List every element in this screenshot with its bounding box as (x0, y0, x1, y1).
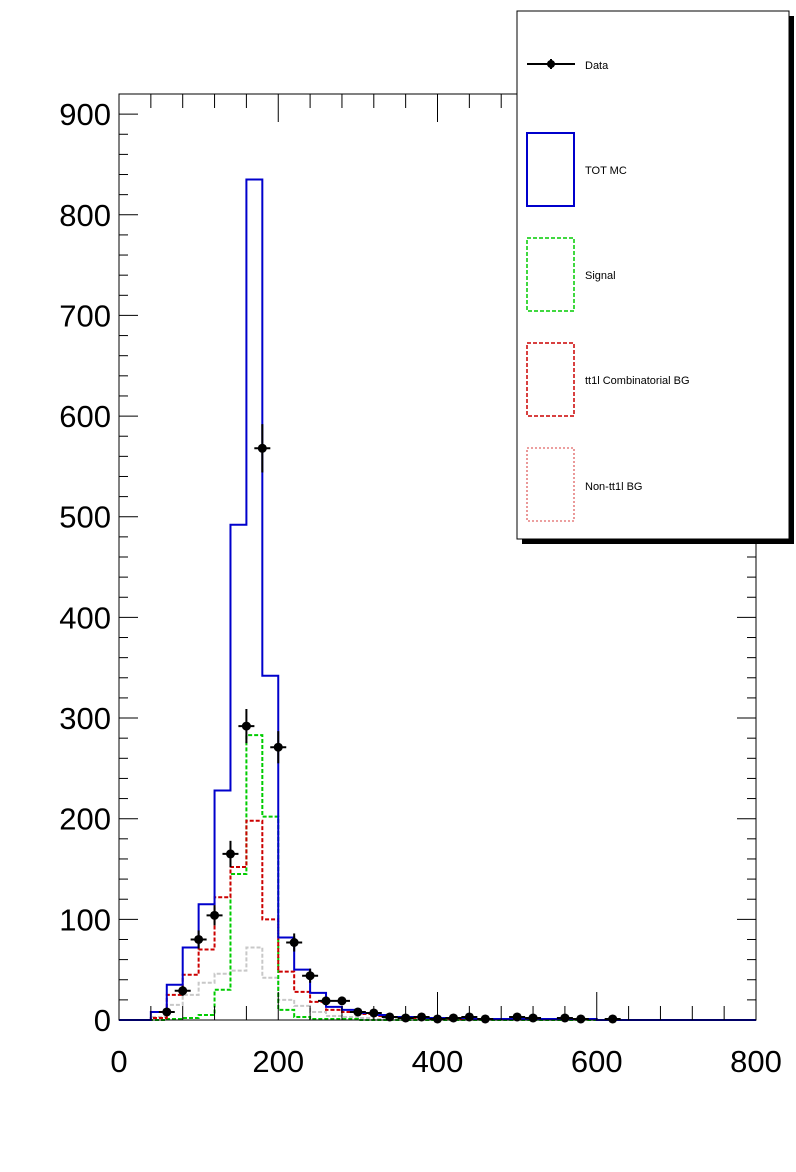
data-point (381, 1012, 398, 1022)
y-tick-label: 600 (59, 399, 111, 434)
legend-label-non-tt1l: Non-tt1l BG (585, 481, 642, 493)
data-marker (337, 996, 347, 1006)
legend-data-marker (547, 60, 555, 68)
data-marker (273, 742, 283, 752)
data-marker (576, 1014, 586, 1024)
data-marker (512, 1012, 522, 1022)
data-point (318, 996, 335, 1006)
data-marker (257, 443, 267, 453)
data-marker (178, 986, 188, 996)
y-tick-label: 0 (94, 1003, 111, 1038)
legend-box (516, 10, 790, 540)
data-marker (448, 1013, 458, 1023)
data-point (238, 708, 255, 744)
x-tick-label: 600 (571, 1044, 623, 1079)
x-tick-label: 800 (730, 1044, 782, 1079)
data-marker (608, 1014, 618, 1024)
x-tick-label: 400 (412, 1044, 464, 1079)
data-marker (417, 1012, 427, 1022)
data-marker (305, 971, 315, 981)
data-marker (194, 934, 204, 944)
data-point (302, 968, 319, 983)
data-marker (225, 849, 235, 859)
data-marker (210, 910, 220, 920)
data-points-group (158, 424, 621, 1024)
data-marker (353, 1007, 363, 1017)
legend-swatch-tot-mc (526, 132, 575, 207)
legend-label-data: Data (585, 60, 609, 72)
data-marker (321, 996, 331, 1006)
data-marker (162, 1007, 172, 1017)
y-tick-label: 500 (59, 500, 111, 535)
y-tick-label: 800 (59, 198, 111, 233)
data-marker (289, 937, 299, 947)
legend-label-combinatorial: tt1l Combinatorial BG (585, 375, 690, 387)
data-point (174, 985, 191, 996)
data-point (222, 840, 239, 868)
legend-label-tot-mc: TOT MC (585, 165, 627, 177)
data-point (190, 930, 207, 949)
y-tick-label: 300 (59, 701, 111, 736)
data-point (286, 933, 303, 952)
y-tick-label: 700 (59, 298, 111, 333)
data-marker (241, 721, 251, 731)
data-point (254, 424, 271, 473)
data-point (349, 1007, 366, 1017)
data-marker (480, 1014, 490, 1024)
legend: Data TOT MC Signal tt1l Combinatorial BG… (516, 10, 794, 544)
data-point (206, 905, 223, 926)
y-tick-label: 900 (59, 97, 111, 132)
data-marker (385, 1012, 395, 1022)
data-point (509, 1012, 526, 1022)
data-point (413, 1012, 430, 1022)
y-tick-label: 200 (59, 802, 111, 837)
y-tick-label: 400 (59, 600, 111, 635)
x-tick-label: 0 (110, 1044, 127, 1079)
legend-label-signal: Signal (585, 270, 616, 282)
x-tick-label: 200 (252, 1044, 304, 1079)
y-tick-label: 100 (59, 902, 111, 937)
data-point (158, 1007, 175, 1017)
data-point (270, 731, 287, 764)
data-point (333, 996, 350, 1006)
histogram-tot-mc (119, 178, 756, 1021)
axes-group: 0 100 200 300 400 500 600 700 800 900 0 200 400 600 80… (59, 93, 782, 1079)
